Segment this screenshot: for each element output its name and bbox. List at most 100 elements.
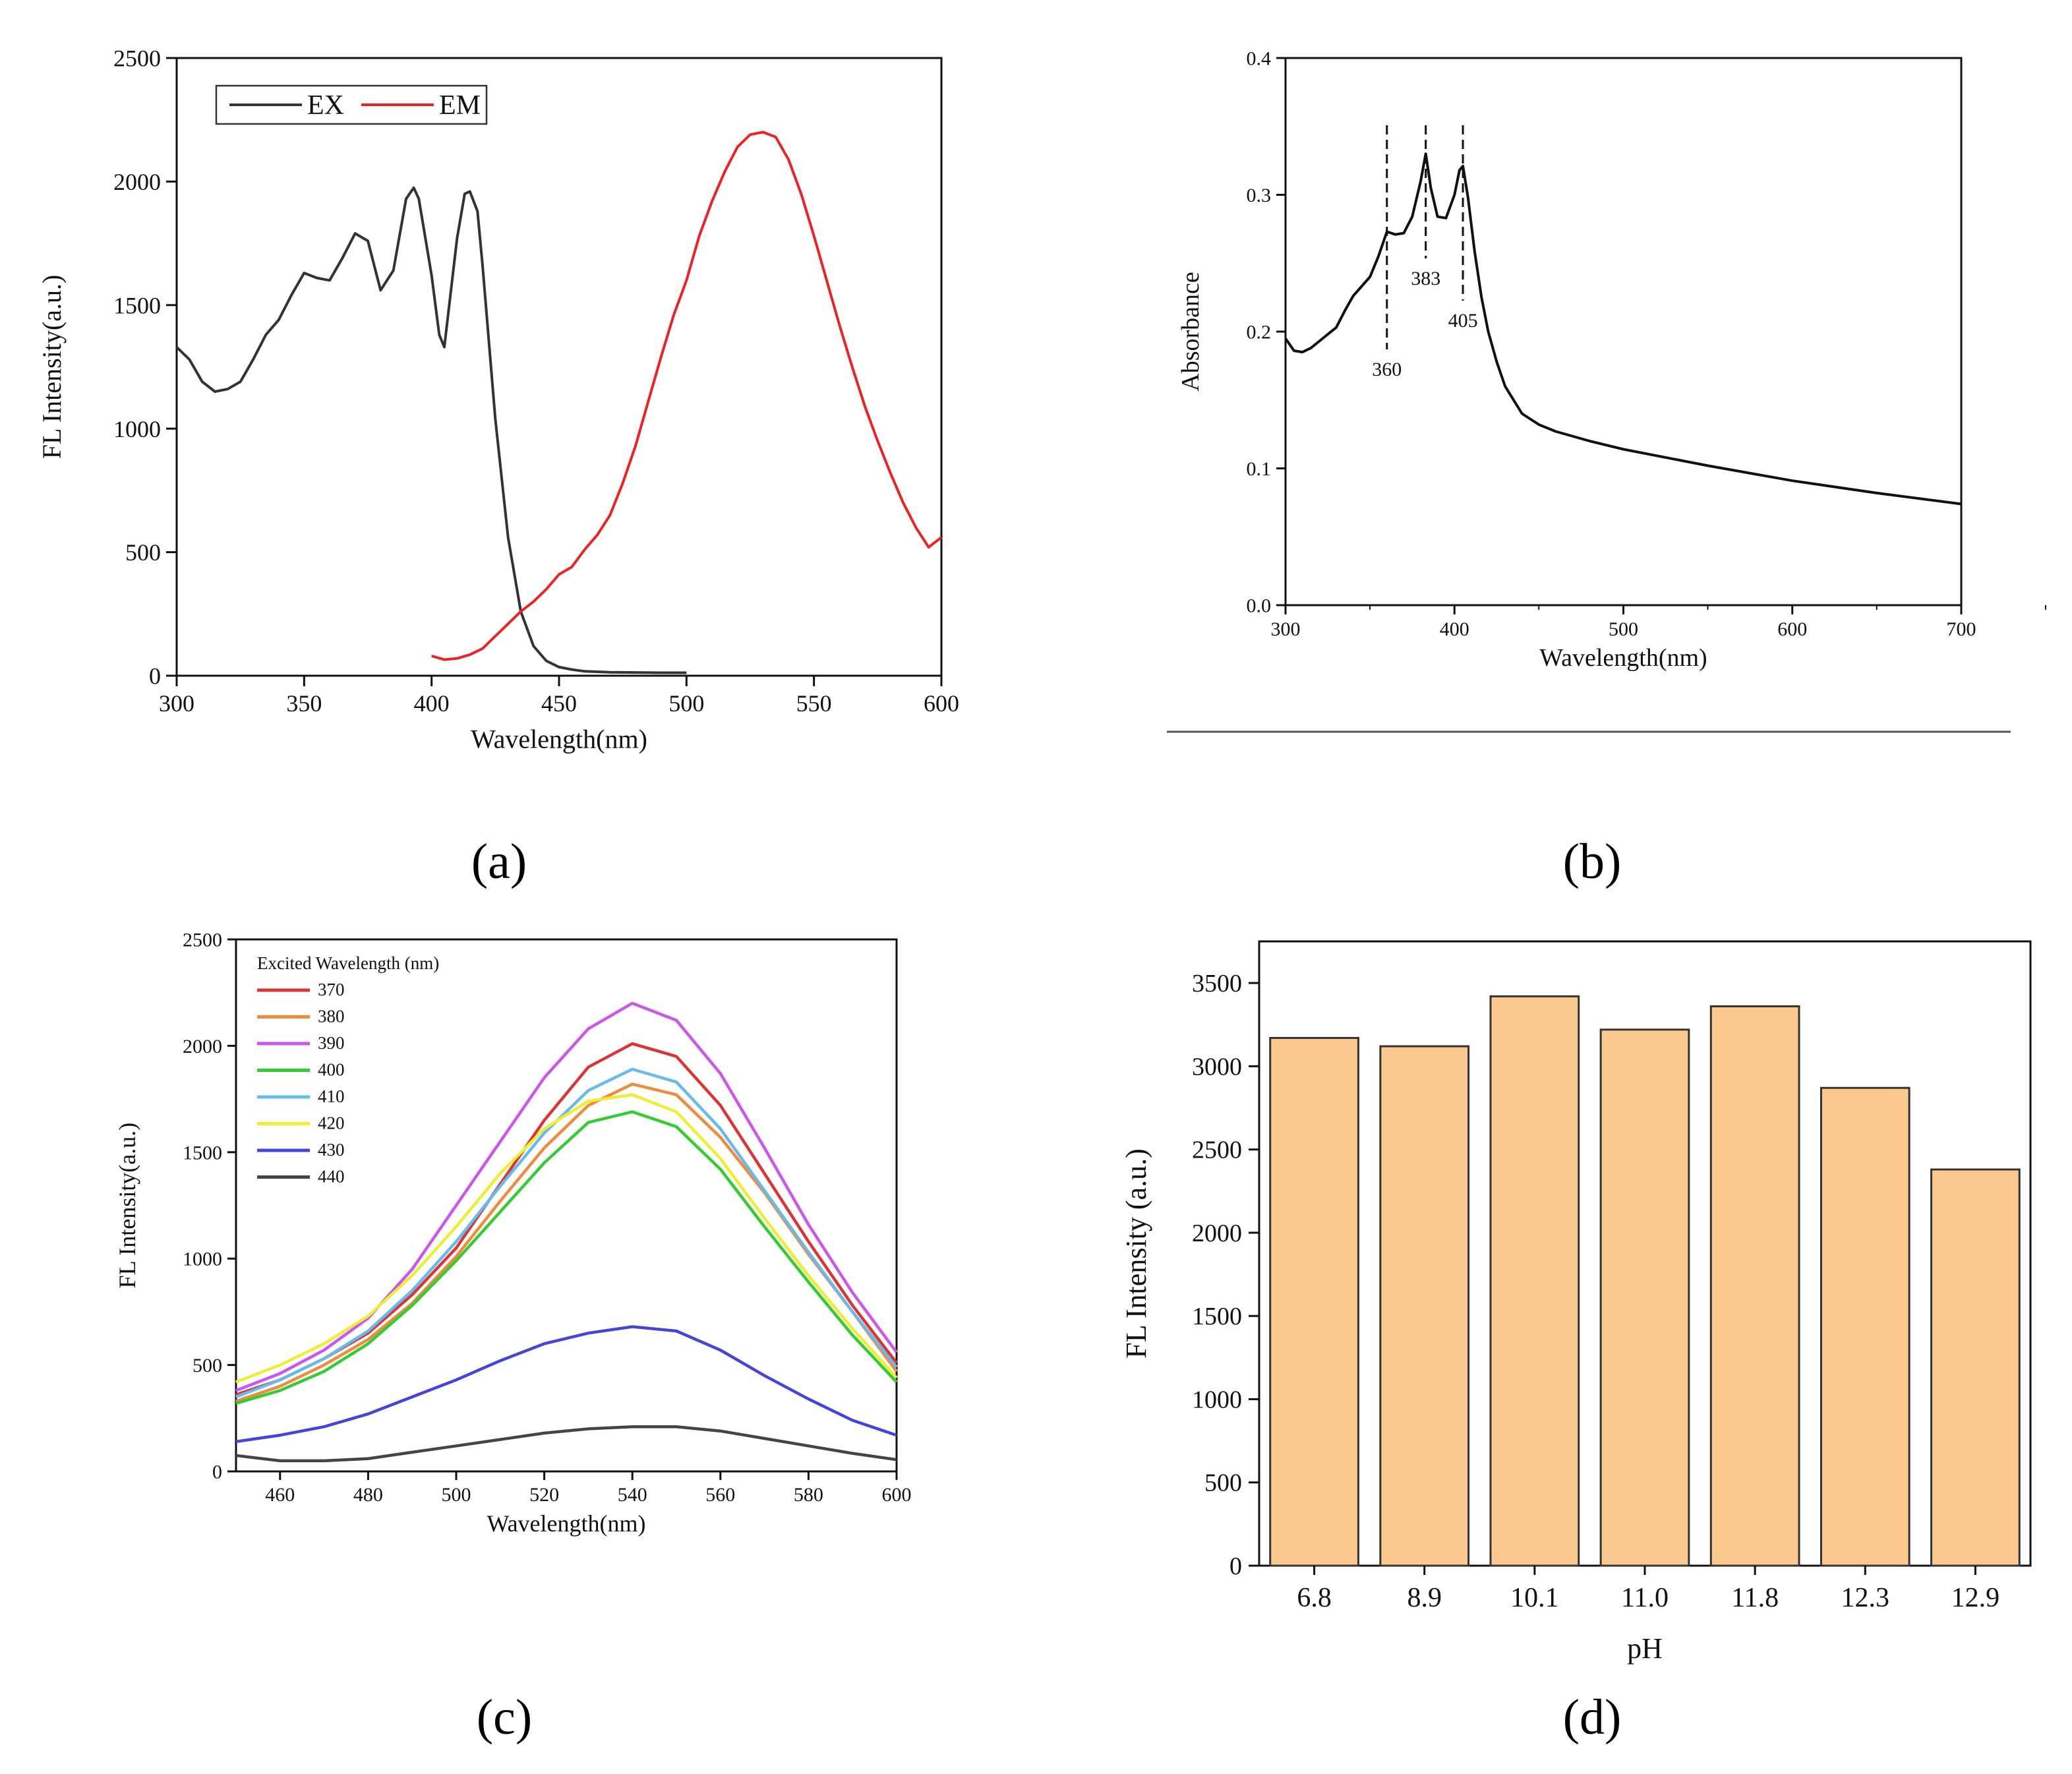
legend-label-ex: EX — [307, 90, 344, 121]
x-axis-label: Wavelength(nm) — [1539, 644, 1707, 672]
y-tick-label: 500 — [192, 1355, 222, 1376]
panel-b-label: (b) — [1563, 834, 1622, 889]
legend-title: Excited Wavelength (nm) — [257, 953, 439, 973]
bar-ph-10.1 — [1489, 995, 1580, 1567]
y-tick-label: 0.0 — [1247, 595, 1272, 617]
y-tick-label: 2000 — [183, 1036, 222, 1057]
x-tick-label: 11.0 — [1621, 1583, 1669, 1613]
y-axis-label: FL Intensity(a.u.) — [114, 1123, 140, 1289]
legend-label-370: 370 — [318, 980, 345, 999]
series-line-410 — [235, 1067, 898, 1399]
peak-annotation-label: 405 — [1448, 310, 1478, 332]
y-tick-label: 0.3 — [1247, 185, 1272, 206]
x-tick-label: 600 — [924, 690, 959, 717]
x-tick-label: 600 — [882, 1484, 912, 1506]
legend-label-400: 400 — [318, 1060, 345, 1080]
y-tick-label: 0.1 — [1247, 458, 1272, 480]
x-tick-label: 12.3 — [1841, 1583, 1890, 1613]
y-tick-label: 2500 — [1192, 1137, 1242, 1164]
series-line-430 — [235, 1325, 897, 1444]
x-tick-label: 480 — [353, 1484, 383, 1506]
x-tick-label: 560 — [705, 1484, 735, 1506]
x-tick-label: 12.9 — [1951, 1583, 2000, 1613]
x-axis-label: pH — [1627, 1632, 1663, 1665]
x-tick-label: 600 — [1777, 618, 1807, 640]
x-tick-label: 300 — [1271, 618, 1301, 640]
legend-label-420: 420 — [318, 1113, 345, 1133]
panel-d-label: (d) — [1563, 1690, 1622, 1745]
legend-label-410: 410 — [318, 1086, 345, 1106]
legend-label-440: 440 — [318, 1167, 345, 1187]
x-tick-label: 6.8 — [1297, 1583, 1332, 1613]
x-tick-label: 350 — [286, 690, 322, 717]
x-tick-label: 500 — [1609, 618, 1638, 640]
y-tick-label: 1000 — [113, 416, 161, 442]
series-line-ex — [175, 186, 687, 674]
y-tick-label: 1500 — [113, 292, 161, 318]
y-tick-label: 2000 — [1192, 1220, 1242, 1247]
x-tick-label: 520 — [529, 1484, 559, 1506]
x-tick-label: 540 — [618, 1484, 647, 1506]
panel-b-chart: 300 400 500 600 700 0.0 0.1 0.2 0.3 0.4 Wavelength… — [1177, 48, 2046, 672]
y-axis-label: FL Intensity(a.u.) — [37, 275, 67, 459]
x-tick-label: 450 — [541, 690, 577, 717]
x-axis-label: Wavelength(nm) — [471, 724, 647, 754]
bar-ph-11.8 — [1709, 1005, 1800, 1567]
legend-label-em: EM — [439, 90, 481, 121]
y-tick-label: 1000 — [183, 1249, 222, 1270]
x-tick-label: 550 — [796, 690, 832, 717]
series-line-420 — [235, 1093, 898, 1384]
y-tick-label: 0 — [212, 1462, 222, 1483]
y-tick-label: 1500 — [183, 1142, 222, 1164]
bar-ph-6.8 — [1269, 1036, 1359, 1567]
plot-frame — [235, 938, 898, 1473]
x-tick-label: 580 — [794, 1484, 823, 1506]
x-tick-label: 10.1 — [1510, 1583, 1559, 1613]
y-axis-label: FL Intensity (a.u.) — [1120, 1148, 1152, 1359]
x-axis-label: Wavelength(nm) — [487, 1510, 645, 1537]
panel-a-chart: 300 350 400 450 500 550 600 0 500 1000 1500 2000 250… — [37, 45, 959, 754]
y-tick-label: 3500 — [1192, 970, 1242, 997]
panel-c-label: (c) — [477, 1690, 532, 1745]
series-line-em — [431, 131, 943, 661]
y-tick-label: 2500 — [183, 930, 222, 951]
x-tick-label: 8.9 — [1407, 1583, 1442, 1613]
y-tick-label: 0 — [149, 663, 161, 690]
panel-c-chart: 460 480 500 520 540 560 580 600 0 500 1000 1500 2000… — [114, 930, 912, 1537]
legend-label-390: 390 — [318, 1033, 345, 1053]
legend-label-430: 430 — [318, 1140, 345, 1160]
series-line-390 — [235, 1001, 898, 1392]
y-axis-label: Absorbance — [1177, 272, 1204, 391]
y-tick-label: 500 — [125, 539, 161, 566]
absorbance-line — [1284, 152, 1962, 506]
bar-ph-11.0 — [1599, 1028, 1690, 1567]
x-tick-label: 11.8 — [1731, 1583, 1779, 1613]
x-tick-label: 500 — [668, 690, 704, 717]
y-tick-label: 0 — [1229, 1552, 1242, 1580]
x-tick-label: 500 — [442, 1484, 471, 1506]
series-line-400 — [235, 1110, 898, 1405]
x-tick-label: 400 — [1440, 618, 1469, 640]
bar-ph-12.9 — [1930, 1168, 2021, 1567]
bar-ph-8.9 — [1379, 1045, 1470, 1567]
bar-ph-12.3 — [1820, 1086, 1910, 1567]
y-tick-label: 3000 — [1192, 1053, 1242, 1080]
x-tick-label: 400 — [414, 690, 450, 717]
y-tick-label: 1500 — [1192, 1303, 1242, 1330]
plot-frame — [175, 57, 943, 677]
legend-label-380: 380 — [318, 1007, 345, 1026]
y-tick-label: 0.4 — [1247, 48, 1272, 70]
peak-annotation-label: 383 — [1411, 268, 1440, 289]
x-tick-label: 300 — [159, 690, 194, 717]
peak-annotation-label: 360 — [1372, 359, 1402, 380]
panel-d-chart: 0 500 1000 1500 2000 2500 3000 3500 6.8 8.9 10.1 11… — [1120, 940, 2032, 1665]
y-tick-label: 0.2 — [1247, 322, 1272, 343]
y-tick-label: 2000 — [113, 169, 161, 195]
x-tick-label: 700 — [1947, 618, 1976, 640]
series-line-440 — [235, 1425, 897, 1463]
y-tick-label: 1000 — [1192, 1386, 1242, 1413]
panel-a-label: (a) — [471, 834, 527, 889]
y-tick-label: 500 — [1204, 1469, 1242, 1497]
x-tick-label: 460 — [265, 1484, 295, 1506]
